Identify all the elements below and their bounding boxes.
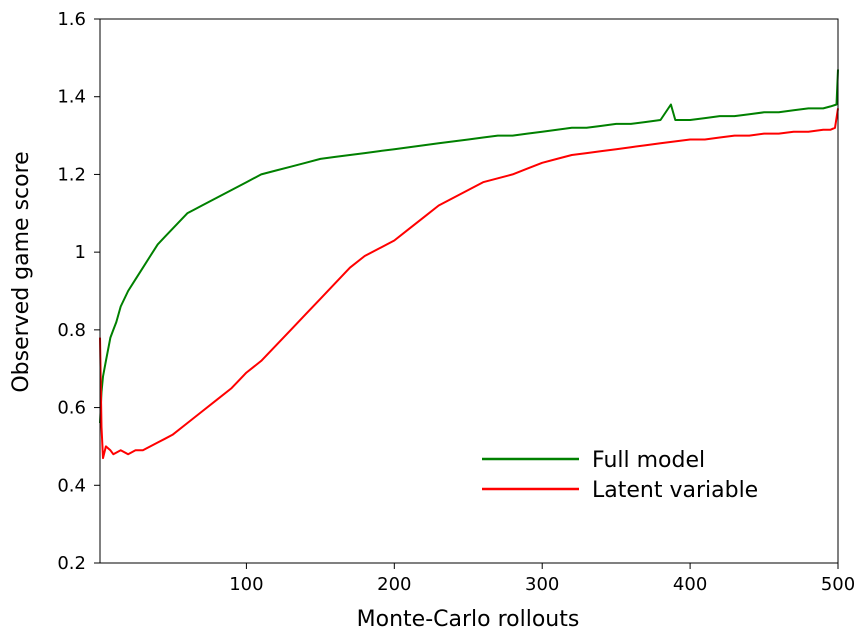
x-tick-label: 300 bbox=[525, 574, 559, 595]
plot-frame bbox=[99, 18, 839, 564]
x-tick-label: 400 bbox=[673, 574, 707, 595]
series-line-full-model bbox=[99, 69, 839, 424]
y-tick-label: 1.4 bbox=[57, 87, 86, 108]
series-layer bbox=[99, 69, 839, 460]
legend-label-full-model: Full model bbox=[592, 448, 705, 473]
y-tick-label: 0.4 bbox=[57, 475, 86, 496]
y-tick-label: 1.2 bbox=[57, 164, 86, 185]
legend: Full model Latent variable bbox=[482, 448, 758, 503]
x-tick-label: 200 bbox=[377, 574, 411, 595]
x-tick-label: 100 bbox=[229, 574, 263, 595]
y-tick-label: 0.8 bbox=[57, 320, 86, 341]
series-line-latent-variable bbox=[99, 108, 839, 460]
y-tick-label: 0.6 bbox=[57, 398, 86, 419]
x-tick-label: 500 bbox=[821, 574, 855, 595]
y-tick-label: 1 bbox=[75, 242, 86, 263]
legend-label-latent-variable: Latent variable bbox=[592, 478, 758, 503]
y-ticks: 0.2 0.4 0.6 0.8 1 1.2 1.4 1.6 bbox=[57, 9, 100, 574]
y-axis-label: Observed game score bbox=[9, 151, 34, 392]
x-axis-label: Monte-Carlo rollouts bbox=[357, 607, 580, 632]
y-tick-label: 0.2 bbox=[57, 553, 86, 574]
x-ticks: 100 200 300 400 500 bbox=[229, 563, 855, 595]
y-tick-label: 1.6 bbox=[57, 9, 86, 30]
